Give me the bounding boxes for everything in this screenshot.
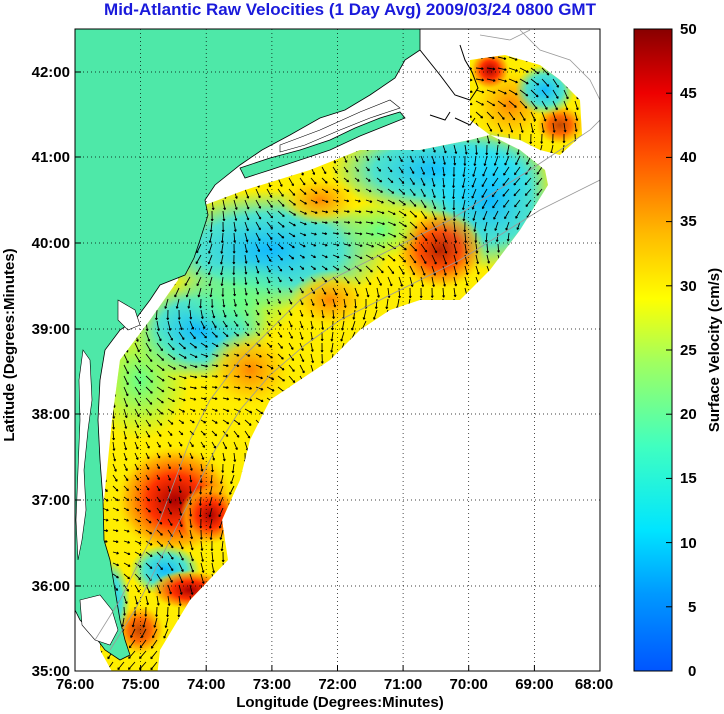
y-tick-label: 38:00 (32, 406, 70, 423)
colorbar-label: Surface Velocity (cm/s) (706, 268, 723, 432)
tick-marks (74, 71, 601, 672)
y-tick-label: 41:00 (32, 149, 70, 166)
colorbar-tick-label: 0 (688, 663, 696, 680)
long-island-sound (279, 99, 401, 153)
y-tick-label: 39:00 (32, 321, 70, 338)
colorbar-tick-label: 40 (680, 149, 697, 166)
x-tick-label: 72:00 (318, 676, 356, 693)
chesapeake-bay (75, 349, 93, 561)
x-tick-label: 70:00 (450, 676, 488, 693)
colorbar-tick-label: 45 (680, 85, 697, 102)
delaware-bay (117, 299, 141, 331)
y-tick-label: 40:00 (32, 235, 70, 252)
colorbar-tick-label: 50 (680, 21, 697, 38)
x-tick-label: 68:00 (575, 676, 613, 693)
x-tick-label: 75:00 (121, 676, 159, 693)
x-axis-label: Longitude (Degrees:Minutes) (236, 694, 444, 711)
bathymetry-contours (94, 29, 600, 651)
x-tick-label: 71:00 (384, 676, 422, 693)
y-tick-label: 37:00 (32, 492, 70, 509)
colorbar-tick-label: 25 (680, 342, 697, 359)
colorbar-tick-label: 15 (680, 470, 697, 487)
y-tick-label: 35:00 (32, 663, 70, 680)
land-mass (75, 29, 421, 661)
x-tick-label: 69:00 (515, 676, 553, 693)
colorbar-ticks (666, 92, 672, 608)
cape-cod (419, 44, 479, 126)
colorbar (633, 28, 673, 672)
pamlico-sound (79, 594, 119, 646)
colorbar-tick-label: 30 (680, 278, 697, 295)
colorbar-tick-label: 35 (680, 213, 697, 230)
x-tick-label: 74:00 (187, 676, 225, 693)
x-tick-label: 73:00 (253, 676, 291, 693)
colorbar-tick-label: 5 (688, 599, 696, 616)
plot-title: Mid-Atlantic Raw Velocities (1 Day Avg) … (104, 0, 596, 19)
colorbar-tick-label: 20 (680, 406, 697, 423)
colorbar-tick-label: 10 (680, 535, 697, 552)
y-tick-label: 36:00 (32, 578, 70, 595)
long-island (239, 111, 406, 179)
x-tick-label: 76:00 (56, 676, 94, 693)
y-tick-label: 42:00 (32, 64, 70, 81)
y-axis-label: Latitude (Degrees:Minutes) (1, 248, 18, 441)
